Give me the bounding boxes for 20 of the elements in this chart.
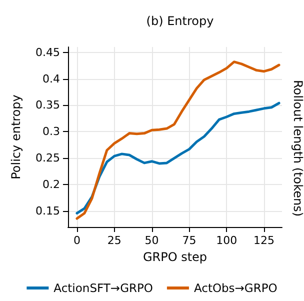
x-tick-label: 0: [73, 234, 80, 247]
y-tick-label: 0.35: [36, 98, 60, 112]
legend-label: ActionSFT→GRPO: [54, 281, 153, 295]
x-tick-label: 75: [182, 234, 196, 247]
chart-title: (b) Entropy: [146, 14, 214, 28]
x-tick-label: 25: [107, 234, 122, 247]
y-tick-label: 0.4: [42, 72, 60, 86]
x-tick-label: 50: [144, 234, 159, 247]
line-series: [76, 60, 280, 220]
y-axis-title: Policy entropy: [9, 94, 23, 180]
text: Rollout length (tokens): [291, 80, 304, 217]
y-tick-label: 0.15: [36, 204, 60, 218]
legend-label: ActObs→GRPO: [194, 281, 278, 295]
y-tick-label: 0.3: [42, 125, 60, 138]
x-tick-label: 100: [216, 234, 238, 247]
y-tick-label: 0.2: [42, 178, 60, 192]
x-axis-title: GRPO step: [142, 250, 208, 264]
x-tick-label: 125: [254, 234, 275, 247]
y-tick-label: 0.25: [36, 152, 60, 165]
y-tick-label: 0.45: [36, 46, 60, 59]
